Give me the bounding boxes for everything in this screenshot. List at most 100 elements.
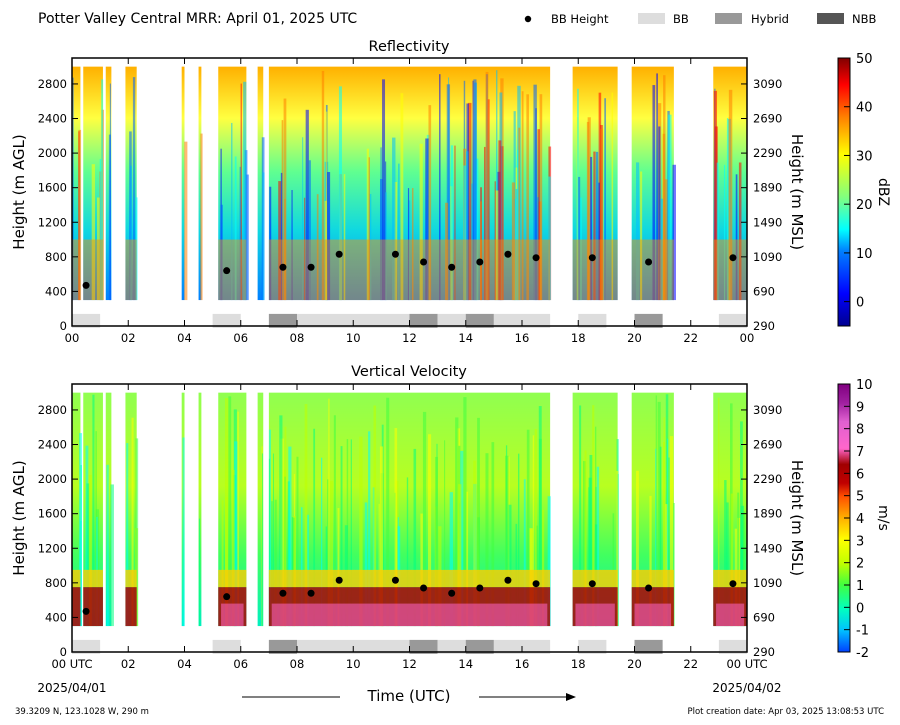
precip-streak [521, 91, 524, 301]
precip-streak [308, 160, 311, 301]
precip-streak [473, 79, 477, 301]
precip-streak [657, 401, 661, 627]
bb-height-point [588, 254, 596, 262]
precip-streak [728, 89, 733, 301]
x-tick-label: 02 [121, 331, 136, 345]
bb-height-point [645, 584, 653, 592]
precip-streak [200, 133, 203, 301]
bb-type-segment [465, 639, 494, 654]
reflectivity-heatmap [72, 66, 747, 301]
precip-streak [579, 405, 582, 627]
precip-streak [281, 120, 284, 301]
bb-height-point [279, 589, 287, 597]
legend-bb-label: BB [673, 12, 689, 26]
melting-layer-band [125, 569, 137, 588]
precip-streak [726, 118, 729, 301]
precip-streak [517, 453, 520, 627]
bb-height-point [448, 263, 456, 271]
colorbar-tick-label: 5 [856, 490, 864, 505]
legend-hybrid-swatch [715, 13, 742, 24]
precip-streak [547, 496, 551, 627]
colorbar-tick-label: 40 [856, 101, 873, 116]
precip-streak [465, 151, 469, 301]
rain-layer-band [125, 587, 137, 627]
y2-tick-label: 290 [753, 645, 775, 659]
precip-streak [468, 102, 472, 301]
precip-streak [126, 443, 129, 627]
precip-streak [132, 77, 136, 301]
precip-streak [95, 431, 97, 627]
precip-streak [718, 397, 720, 627]
bb-type-segment [437, 313, 466, 328]
precip-streak [636, 162, 640, 301]
bb-type-segment [578, 639, 607, 654]
precip-streak [398, 163, 400, 301]
bb-height-point [307, 589, 315, 597]
legend-nbb-label: NBB [852, 12, 876, 26]
precip-streak [220, 204, 223, 301]
precip-streak [92, 394, 95, 627]
low-level-band [572, 239, 618, 301]
y-tick-label: 1200 [38, 215, 67, 229]
x-tick-label: 10 [346, 331, 361, 345]
reflectivity-title: Reflectivity [369, 39, 450, 55]
precip-streak [231, 122, 233, 301]
precip-streak [590, 156, 593, 301]
y-tick-label: 800 [45, 576, 67, 590]
precip-streak [505, 455, 509, 627]
y-tick-label: 2400 [38, 112, 67, 126]
precip-streak [406, 477, 409, 627]
precip-streak [523, 479, 526, 627]
precip-column [105, 66, 112, 301]
rain-layer-band [83, 587, 103, 627]
x-tick-label: 00 UTC [51, 657, 92, 671]
x-tick-label: 22 [683, 331, 698, 345]
x-tick-label: 06 [233, 657, 248, 671]
y-tick-label: 400 [45, 610, 67, 624]
x-tick-label: 08 [290, 331, 305, 345]
precip-streak [419, 143, 423, 301]
bb-type-segment [212, 313, 241, 328]
precip-streak [473, 460, 476, 627]
precip-streak [541, 509, 545, 627]
precip-streak [182, 437, 185, 627]
precip-streak [329, 480, 334, 627]
colorbar-tick-label: 7 [856, 445, 864, 460]
bb-height-point [476, 584, 484, 592]
x-tick-label: 20 [627, 331, 642, 345]
precip-streak [458, 484, 462, 627]
precip-column [257, 392, 264, 627]
precip-streak [96, 197, 100, 301]
melting-layer-band [72, 569, 81, 588]
x-tick-label: 02 [121, 657, 136, 671]
bb-height-point [82, 281, 90, 289]
precip-streak [592, 405, 595, 627]
precip-column [198, 66, 202, 301]
precip-streak [664, 179, 668, 301]
y2-tick-label: 3090 [753, 403, 782, 417]
precip-streak [742, 511, 746, 627]
x-tick-label: 04 [177, 331, 192, 345]
precip-streak [400, 93, 404, 301]
bb-height-point [335, 250, 343, 258]
x-axis-label: Time (UTC) [367, 687, 451, 705]
y-tick-label: 0 [60, 645, 67, 659]
precip-streak [604, 98, 607, 301]
precip-streak [485, 71, 489, 301]
date-end-label: 2025/04/02 [712, 681, 781, 695]
colorbar-tick-label: 0 [856, 296, 864, 311]
bb-height-point [729, 254, 737, 262]
colorbar-tick-label: 10 [856, 378, 873, 393]
precip-streak [420, 513, 423, 627]
legend-bb-swatch [638, 13, 665, 24]
melting-layer-band [572, 569, 618, 588]
low-level-band [83, 239, 103, 301]
figure-title: Potter Valley Central MRR: April 01, 202… [38, 11, 357, 27]
melting-layer-band [631, 569, 674, 588]
bb-height-point [504, 576, 512, 584]
precip-column [181, 66, 185, 301]
y-tick-label: 1600 [38, 181, 67, 195]
x-tick-label: 18 [571, 331, 586, 345]
x-tick-label: 12 [402, 657, 417, 671]
bb-height-point [391, 250, 399, 258]
